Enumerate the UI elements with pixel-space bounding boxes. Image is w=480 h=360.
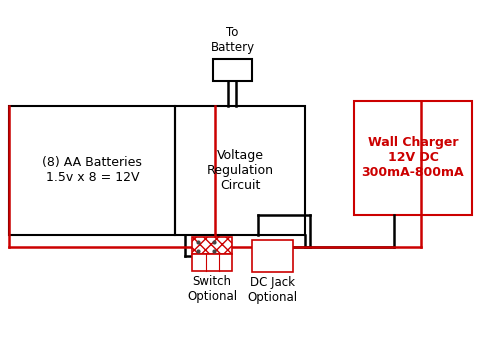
Text: To
Battery: To Battery <box>210 26 254 54</box>
Bar <box>213 59 252 81</box>
Bar <box>175 105 304 235</box>
Bar <box>354 100 471 215</box>
Text: Switch
Optional: Switch Optional <box>187 275 237 303</box>
Text: Wall Charger
12V DC
300mA-800mA: Wall Charger 12V DC 300mA-800mA <box>361 136 463 179</box>
Bar <box>192 237 231 255</box>
Text: DC Jack
Optional: DC Jack Optional <box>247 276 297 304</box>
Text: (8) AA Batteries
1.5v x 8 = 12V: (8) AA Batteries 1.5v x 8 = 12V <box>42 156 142 184</box>
Bar <box>252 239 292 272</box>
Text: Voltage
Regulation
Circuit: Voltage Regulation Circuit <box>206 149 273 192</box>
Bar <box>192 255 231 271</box>
Bar <box>9 105 175 235</box>
